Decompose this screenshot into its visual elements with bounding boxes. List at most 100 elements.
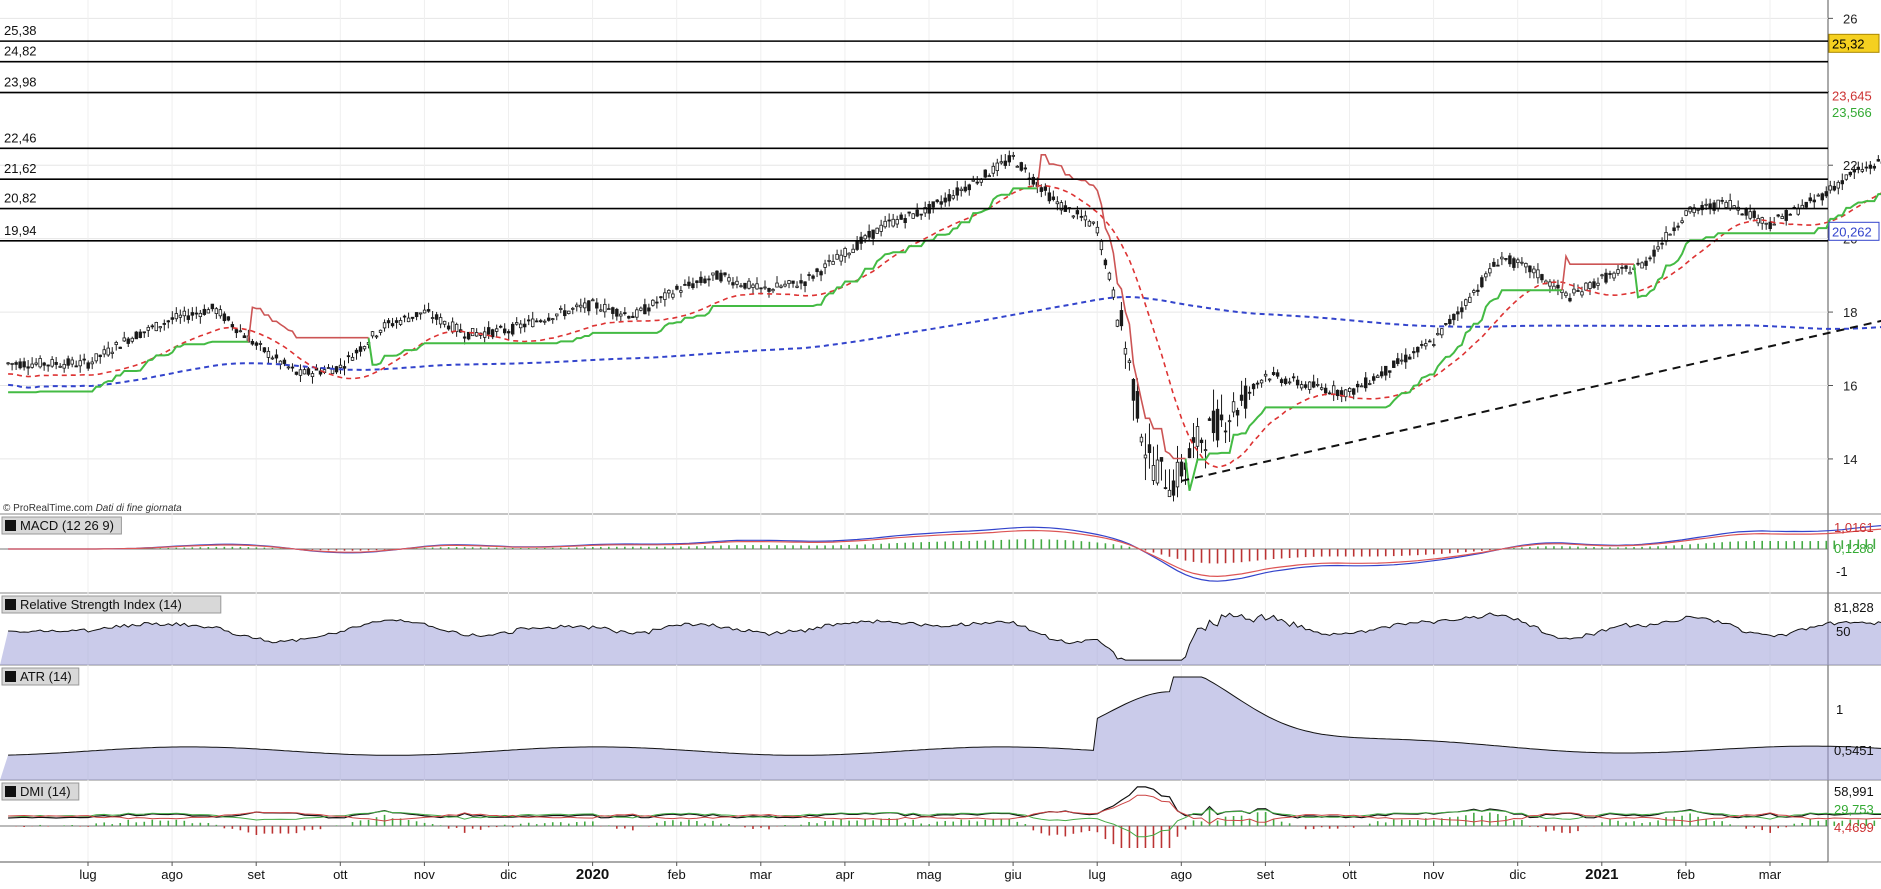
candle-body	[1848, 171, 1852, 176]
candle-body	[250, 341, 255, 345]
candle-body	[1500, 256, 1504, 260]
candle-body	[619, 313, 623, 317]
candle-body	[1143, 454, 1148, 459]
candle-body	[623, 312, 627, 315]
candle-body	[947, 194, 951, 202]
candle-body	[799, 280, 803, 284]
candle-body	[146, 326, 150, 331]
candle-body	[1420, 344, 1424, 346]
candle-body	[438, 317, 443, 325]
candle-body	[1099, 240, 1104, 251]
macd-histogram	[87, 538, 1876, 564]
dmi-label-bg	[1, 782, 80, 801]
candle-body	[1700, 205, 1704, 211]
candle-body	[1291, 376, 1296, 379]
candle-body	[234, 329, 239, 334]
candle-body	[1604, 272, 1608, 283]
dmi-plus-line	[8, 807, 1881, 838]
candle-body	[494, 328, 499, 332]
candle-body	[1628, 271, 1632, 275]
x-tick-label: dic	[1509, 867, 1526, 882]
candle-body	[326, 367, 331, 369]
candle-body	[943, 197, 947, 203]
x-tick-label: mag	[916, 867, 941, 882]
candle-body	[1668, 233, 1672, 236]
candle-body	[1408, 356, 1412, 360]
atr-value: 0,5451	[1834, 743, 1874, 758]
candle-body	[1003, 160, 1007, 166]
candle-body	[430, 317, 435, 319]
candle-body	[1708, 203, 1712, 209]
candle-body	[354, 349, 359, 354]
candle-body	[122, 337, 126, 342]
candle-body	[1816, 194, 1820, 197]
candle-body	[1368, 383, 1372, 385]
candle-body	[903, 218, 907, 224]
candle-body	[1107, 272, 1112, 280]
candle-body	[735, 280, 739, 285]
candle-body	[454, 323, 459, 333]
x-tick-label: lug	[79, 867, 96, 882]
candle-body	[1456, 311, 1460, 315]
candle-body	[707, 278, 711, 281]
watermark-note: Dati di fine giornata	[96, 503, 183, 514]
candle-body	[1712, 202, 1716, 211]
candle-body	[831, 261, 835, 265]
candle-body	[703, 278, 707, 284]
candle-body	[502, 328, 507, 334]
candle-body	[310, 373, 315, 378]
candle-body	[1780, 216, 1784, 219]
candle-body	[1011, 154, 1016, 157]
candle-body	[1163, 487, 1168, 490]
candle-body	[162, 323, 166, 325]
candle-body	[94, 353, 98, 362]
atr-tick: 1	[1836, 702, 1843, 717]
candle-body	[1343, 389, 1348, 398]
candle-body	[1608, 273, 1612, 275]
candle-body	[1640, 262, 1644, 269]
candle-body	[507, 331, 511, 334]
candle-body	[1664, 232, 1668, 242]
candle-body	[1400, 359, 1404, 362]
candle-body	[222, 313, 227, 322]
candle-body	[879, 224, 883, 232]
candle-body	[663, 292, 667, 300]
candle-body	[1876, 159, 1881, 162]
candle-body	[1412, 351, 1416, 354]
macd-signal-line	[8, 528, 1881, 578]
candle-body	[402, 315, 407, 318]
candle-body	[1428, 340, 1432, 343]
candle-body	[254, 342, 259, 346]
candle-body	[1215, 408, 1220, 441]
candle-body	[1091, 221, 1096, 224]
candle-body	[1704, 203, 1708, 206]
candle-body	[1812, 199, 1816, 203]
candle-body	[1472, 290, 1476, 293]
candle-body	[603, 303, 607, 313]
candle-body	[1824, 191, 1828, 197]
macd-label: MACD (12 26 9)	[20, 518, 114, 533]
candle-body	[531, 318, 535, 328]
candle-body	[955, 187, 959, 196]
candle-body	[975, 181, 979, 184]
candle-body	[1808, 197, 1812, 202]
y-tick-label: 18	[1843, 305, 1857, 320]
candle-body	[1059, 202, 1064, 211]
candle-body	[446, 325, 451, 330]
candle-body	[1488, 268, 1492, 274]
candle-body	[1203, 449, 1208, 452]
candle-body	[1624, 265, 1628, 269]
candle-body	[1568, 297, 1572, 302]
candle-body	[350, 356, 355, 361]
candle-body	[987, 175, 991, 178]
candle-body	[450, 321, 455, 333]
candle-body	[1015, 165, 1020, 168]
candle-body	[1167, 489, 1172, 498]
candle-body	[783, 283, 787, 287]
candle-body	[751, 284, 755, 288]
candle-body	[338, 364, 343, 369]
candle-body	[150, 325, 154, 328]
x-tick-label: dic	[500, 867, 517, 882]
candle-body	[346, 355, 351, 358]
candle-body	[1079, 215, 1084, 218]
